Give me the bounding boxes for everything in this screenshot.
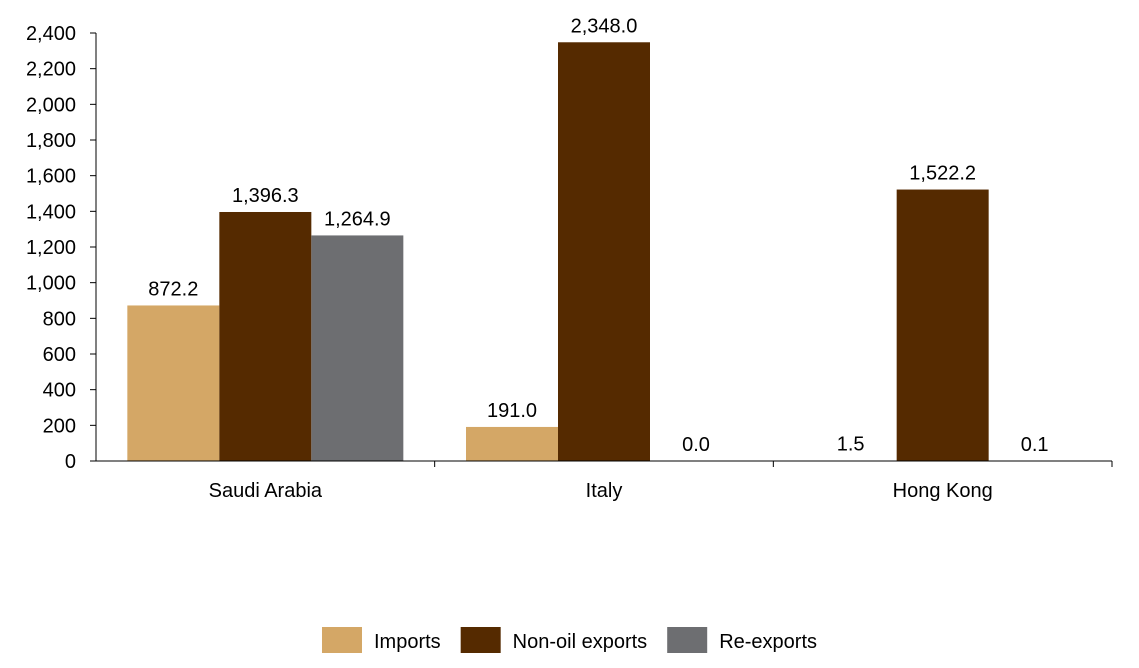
data-label-non-oil-exports-saudi-arabia: 1,396.3 (232, 185, 299, 207)
x-category-label: Saudi Arabia (209, 480, 323, 502)
y-tick-label: 1,400 (26, 201, 76, 223)
x-category-label: Italy (586, 480, 623, 502)
data-label-imports-hong-kong: 1.5 (837, 434, 865, 456)
y-tick-label: 2,000 (26, 94, 76, 116)
y-tick-label: 0 (65, 451, 76, 473)
bar-imports-italy (466, 426, 558, 461)
legend-label-non-oil-exports: Non-oil exports (513, 631, 648, 653)
y-tick-label: 1,200 (26, 237, 76, 259)
bars (127, 42, 1081, 461)
bar-non-oil-exports-hong-kong (896, 189, 989, 461)
data-label-re-exports-saudi-arabia: 1,264.9 (324, 208, 391, 230)
y-tick-label: 200 (43, 415, 76, 437)
y-tick-label: 2,400 (26, 23, 76, 45)
data-label-re-exports-italy: 0.0 (682, 434, 710, 456)
y-tick-label: 800 (43, 308, 76, 330)
bar-non-oil-exports-italy (558, 42, 650, 461)
y-tick-label: 600 (43, 344, 76, 366)
y-tick-label: 1,800 (26, 130, 76, 152)
y-tick-label: 1,000 (26, 273, 76, 295)
y-tick-label: 400 (43, 380, 76, 402)
legend-swatch-imports (321, 627, 362, 653)
bar-non-oil-exports-saudi-arabia (219, 211, 312, 461)
y-tick-label: 2,200 (26, 59, 76, 81)
data-labels: 872.2 1,396.3 1,264.9 191.0 2,348.0 0.0 1.5 1,5… (148, 15, 1048, 456)
legend-swatch-non-oil-exports (460, 627, 501, 653)
data-label-imports-italy: 191.0 (487, 400, 537, 422)
data-label-re-exports-hong-kong: 0.1 (1021, 434, 1049, 456)
legend: Imports Non-oil exports Re-exports (321, 627, 817, 653)
x-axis: Saudi Arabia Italy Hong Kong (96, 460, 1113, 502)
y-axis: 0 200 400 600 800 1,000 1,200 1,400 1,600 1,800 2,… (26, 23, 97, 473)
data-label-imports-saudi-arabia: 872.2 (148, 278, 198, 300)
legend-swatch-re-exports (667, 627, 708, 653)
bar-re-exports-saudi-arabia (311, 235, 404, 461)
data-label-non-oil-exports-italy: 2,348.0 (571, 15, 638, 37)
data-label-non-oil-exports-hong-kong: 1,522.2 (909, 163, 976, 185)
legend-label-imports: Imports (374, 631, 441, 653)
bar-imports-saudi-arabia (127, 305, 220, 461)
x-category-label: Hong Kong (893, 480, 993, 502)
y-tick-label: 1,600 (26, 166, 76, 188)
legend-label-re-exports: Re-exports (719, 631, 817, 653)
